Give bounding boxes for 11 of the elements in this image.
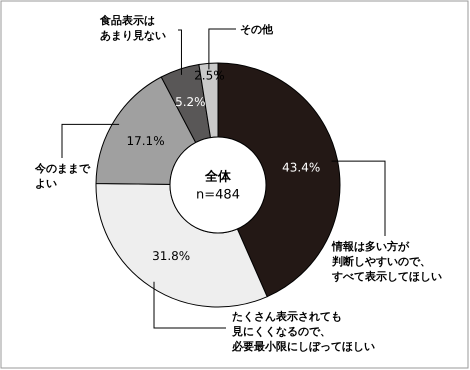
slice-label: その他 bbox=[240, 23, 274, 36]
slice-label: 情報は多い方が判断しやすいので、すべて表示してほしい bbox=[331, 240, 442, 283]
data-label: 31.8% bbox=[152, 249, 190, 264]
slice-label: たくさん表示されても見にくくなるので、必要最小限にしぼってほしい bbox=[231, 310, 375, 353]
slice-label: 食品表示はあまり見ない bbox=[99, 14, 166, 42]
text: 全体 bbox=[204, 170, 232, 185]
data-label: 43.4% bbox=[282, 160, 320, 175]
data-label: 17.1% bbox=[126, 134, 165, 148]
text: n=484 bbox=[196, 188, 240, 203]
slice-label: 今のままでよい bbox=[34, 162, 91, 190]
data-label: 5.2% bbox=[175, 94, 206, 109]
